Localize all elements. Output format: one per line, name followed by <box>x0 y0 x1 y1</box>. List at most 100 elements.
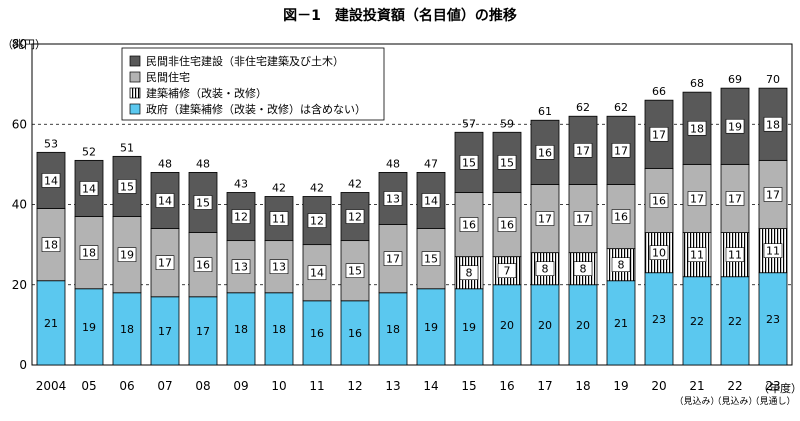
legend-entry: 政府（建築補修（改装・改修）は含めない） <box>146 102 366 116</box>
data-label-box <box>193 195 213 210</box>
bar-segment <box>492 284 522 366</box>
data-label-box <box>725 191 745 206</box>
total-label: 62 <box>576 101 590 114</box>
legend-entry: 建築補修（改装・改修） <box>146 86 267 100</box>
data-label-box <box>421 193 441 208</box>
bar-segment <box>226 292 256 366</box>
y-tick-label: 60 <box>12 117 27 131</box>
data-label-box <box>535 145 555 160</box>
x-tick-label: 08 <box>195 379 210 393</box>
bar-segment <box>264 292 294 366</box>
x-tick-label: 20 <box>651 379 666 393</box>
x-tick-note: （見込み） <box>674 396 719 407</box>
bar-segment <box>606 280 636 366</box>
bar-segment <box>530 284 560 366</box>
total-label: 47 <box>424 157 438 170</box>
data-label: 16 <box>462 219 476 232</box>
bar-segment <box>378 292 408 366</box>
total-label: 61 <box>538 105 552 118</box>
data-label: 17 <box>652 128 666 141</box>
data-label: 22 <box>690 315 704 328</box>
data-label: 17 <box>386 253 400 266</box>
data-label: 19 <box>82 321 96 334</box>
bar-segment <box>568 284 598 366</box>
data-label: 8 <box>580 263 587 276</box>
x-tick-note: （見込み） <box>712 396 757 407</box>
data-label: 15 <box>500 156 514 169</box>
data-label: 10 <box>652 247 666 260</box>
bar-segment <box>758 272 788 366</box>
x-tick-label: 11 <box>309 379 324 393</box>
data-label-box <box>269 259 289 274</box>
data-label: 18 <box>120 323 134 336</box>
x-tick-label: 09 <box>233 379 248 393</box>
data-label: 19 <box>728 120 742 133</box>
data-label: 14 <box>158 194 172 207</box>
data-label: 8 <box>618 259 625 272</box>
data-label: 13 <box>234 261 248 274</box>
data-label-box <box>573 143 593 158</box>
y-axis-label: （兆円） <box>2 38 46 51</box>
y-tick-label: 20 <box>12 278 27 292</box>
data-label: 8 <box>466 267 473 280</box>
chart-title: 図－1 建設投資額（名目値）の推移 <box>283 7 517 24</box>
total-label: 42 <box>272 181 286 194</box>
data-label-box <box>497 155 517 170</box>
data-label: 18 <box>234 323 248 336</box>
data-label: 17 <box>196 325 210 338</box>
data-label: 20 <box>500 319 514 332</box>
data-label: 12 <box>310 215 324 228</box>
data-label: 19 <box>462 321 476 334</box>
total-label: 48 <box>196 157 210 170</box>
y-tick-label: 0 <box>19 358 27 372</box>
data-label: 21 <box>44 317 58 330</box>
data-label: 17 <box>158 325 172 338</box>
data-label-box <box>763 187 783 202</box>
data-label: 12 <box>348 211 362 224</box>
data-label: 13 <box>386 192 400 205</box>
data-label: 23 <box>652 313 666 326</box>
data-label: 16 <box>500 219 514 232</box>
data-label-box <box>459 217 479 232</box>
bar-segment <box>340 300 370 366</box>
data-label: 16 <box>196 259 210 272</box>
total-label: 70 <box>766 73 780 86</box>
data-label: 18 <box>82 247 96 260</box>
data-label-box <box>649 193 669 208</box>
data-label: 17 <box>158 257 172 270</box>
data-label: 17 <box>576 144 590 157</box>
x-tick-label: 16 <box>499 379 514 393</box>
data-label: 18 <box>44 239 58 252</box>
data-label: 14 <box>310 267 324 280</box>
data-label-box <box>763 116 783 132</box>
x-tick-label: 06 <box>119 379 134 393</box>
total-label: 53 <box>44 137 58 150</box>
total-label: 42 <box>348 177 362 190</box>
total-label: 59 <box>500 117 514 130</box>
data-label: 13 <box>272 261 286 274</box>
x-tick-label: 21 <box>689 379 704 393</box>
total-label: 51 <box>120 141 134 154</box>
data-label: 14 <box>44 174 58 187</box>
data-label: 17 <box>538 213 552 226</box>
x-tick-label: 2004 <box>36 379 67 393</box>
x-tick-label: 10 <box>271 379 286 393</box>
data-label: 20 <box>576 319 590 332</box>
data-label-box <box>383 251 403 266</box>
data-label-box <box>497 217 517 232</box>
data-label-box <box>193 257 213 272</box>
data-label: 17 <box>614 144 628 157</box>
data-label-box <box>307 265 327 281</box>
data-label-box <box>383 191 403 206</box>
data-label-box <box>307 213 327 228</box>
data-label: 8 <box>542 263 549 276</box>
bar-segment <box>416 288 446 366</box>
data-label-box <box>41 237 61 252</box>
data-label: 18 <box>272 323 286 336</box>
data-label-box <box>611 143 631 158</box>
data-label: 11 <box>728 249 742 262</box>
data-label-box <box>79 245 99 260</box>
data-label: 14 <box>424 194 438 207</box>
data-label: 18 <box>766 118 780 131</box>
